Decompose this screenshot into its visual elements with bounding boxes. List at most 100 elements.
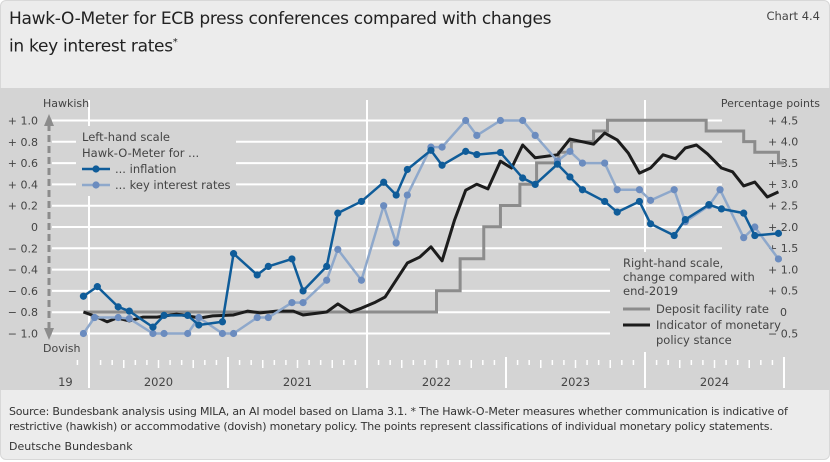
inflation-point — [93, 283, 101, 291]
year-label: 2022 — [422, 375, 451, 389]
key-rates-point — [751, 223, 759, 231]
legend-right-scale-2: change compared with — [623, 270, 755, 284]
inflation-point — [496, 148, 505, 157]
title-line-2: in key interest rates — [9, 36, 173, 57]
key-rates-point — [496, 116, 505, 125]
key-rates-point — [229, 329, 238, 338]
inflation-point — [553, 160, 562, 168]
right-tick-label: 0 — [780, 306, 787, 319]
inflation-point — [438, 161, 446, 169]
left-tick-label: + 0.8 — [8, 136, 38, 149]
inflation-point — [531, 180, 539, 188]
inflation-point — [380, 178, 388, 186]
key-rates-point — [114, 313, 122, 322]
key-rates-point — [79, 329, 88, 338]
inflation-point — [566, 173, 574, 181]
publisher: Deutsche Bundesbank — [9, 440, 133, 453]
inflation-point — [613, 208, 621, 216]
legend-inflation-label: ... inflation — [115, 162, 176, 176]
inflation-point — [184, 311, 192, 319]
key-rates-point — [299, 299, 307, 307]
legend-deposit-label: Deposit facility rate — [656, 302, 769, 316]
key-rates-point — [160, 329, 168, 338]
inflation-point — [717, 205, 726, 213]
inflation-point — [403, 165, 411, 174]
left-tick-label: − 0.4 — [8, 264, 38, 277]
left-tick-label: − 0.8 — [8, 306, 38, 319]
left-tick-label: + 1.0 — [8, 115, 38, 128]
inflation-point — [635, 197, 644, 206]
right-tick-label: + 0.5 — [768, 285, 798, 298]
policy-stance-line — [82, 131, 780, 324]
inflation-point — [79, 292, 88, 300]
key-rates-point — [253, 313, 261, 322]
legend-stance-label-1: Indicator of monetary — [656, 318, 781, 332]
inflation-point — [462, 147, 470, 155]
inflation-point — [218, 318, 227, 326]
inflation-point — [195, 321, 203, 329]
inflation-point — [253, 271, 261, 279]
year-label: 2024 — [700, 375, 729, 389]
inflation-point — [299, 287, 307, 295]
legend-key-rates-label: ... key interest rates — [115, 178, 231, 192]
inflation-point — [264, 262, 272, 271]
key-rates-point — [264, 313, 272, 322]
inflation-point — [427, 146, 435, 154]
key-rates-point — [184, 329, 192, 338]
right-tick-label: + 4.0 — [768, 136, 798, 149]
inflation-point — [334, 209, 342, 217]
legend-key-rates-dot — [92, 181, 100, 189]
key-rates-point — [601, 159, 609, 167]
inflation-point — [323, 262, 331, 271]
right-tick-label: + 2.0 — [768, 221, 798, 234]
title-line-1: Hawk-O-Meter for ECB press conferences c… — [9, 9, 552, 29]
left-tick-label: + 0.6 — [8, 157, 38, 170]
left-tick-label: 0 — [31, 221, 38, 234]
right-tick-label: + 1.5 — [768, 242, 798, 255]
key-rates-point — [403, 191, 411, 199]
key-rates-point — [716, 186, 724, 194]
key-rates-point — [149, 329, 157, 338]
title-footnote-mark: * — [172, 37, 178, 48]
right-tick-label: − 0.5 — [768, 327, 798, 340]
inflation-point — [751, 231, 759, 240]
key-rates-point — [90, 313, 99, 322]
year-label: 19 — [58, 375, 73, 389]
year-label: 2023 — [561, 375, 590, 389]
legend-scale-label: Left-hand scale — [82, 130, 170, 144]
key-rates-point — [635, 186, 644, 194]
key-rates-point — [613, 186, 621, 194]
legend-inflation-dot — [92, 165, 100, 173]
key-rates-point — [670, 186, 678, 194]
key-rates-point — [357, 276, 366, 284]
arrow-down-icon — [44, 328, 54, 340]
key-rates-point — [334, 245, 342, 253]
right-axis-title: Percentage points — [721, 97, 820, 110]
legend-stance-label-2: policy stance — [656, 333, 732, 347]
inflation-point — [114, 303, 122, 311]
key-rates-point — [774, 255, 783, 263]
inflation-point — [149, 323, 157, 331]
key-rates-point — [438, 143, 446, 151]
left-tick-label: − 0.2 — [8, 242, 38, 255]
inflation-point — [601, 197, 609, 206]
inflation-point — [229, 250, 238, 258]
deposit-facility-rate-line — [83, 118, 784, 314]
key-rates-point — [740, 234, 748, 242]
right-tick-label: + 4.5 — [768, 114, 798, 127]
key-rates-point — [519, 116, 527, 125]
chart-number: Chart 4.4 — [766, 9, 820, 23]
inflation-point — [473, 150, 481, 159]
inflation-point — [646, 220, 655, 228]
right-tick-label: + 1.0 — [768, 263, 798, 276]
key-rates-point — [578, 159, 587, 167]
inflation-point — [774, 229, 783, 237]
legend-right-bg — [610, 252, 722, 352]
key-rates-point — [288, 299, 296, 307]
left-tick-label: − 0.6 — [8, 285, 38, 298]
right-tick-label: + 2.5 — [768, 200, 798, 213]
inflation-point — [681, 215, 689, 224]
left-tick-label: + 0.4 — [8, 178, 38, 191]
key-rates-point — [473, 131, 481, 140]
